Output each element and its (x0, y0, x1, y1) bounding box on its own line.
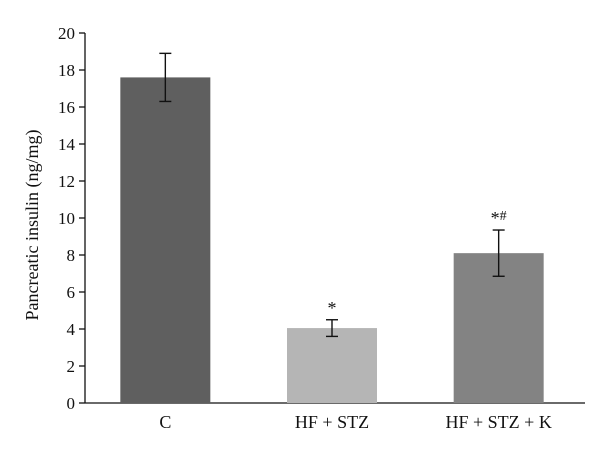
significance-marker-2: * (328, 298, 337, 318)
y-tick-label: 16 (58, 98, 75, 117)
significance-annotations: * *# (328, 208, 507, 318)
x-category-label: C (159, 412, 171, 432)
y-tick-label: 12 (58, 172, 75, 191)
y-axis-title: Pancreatic insulin (ng/mg) (22, 130, 43, 321)
y-ticks: 0 2 4 6 8 10 12 14 16 18 20 (58, 24, 85, 413)
y-tick-label: 18 (58, 61, 75, 80)
y-tick-label: 0 (67, 394, 76, 413)
error-bars (159, 52, 505, 338)
y-tick-label: 2 (67, 357, 76, 376)
y-tick-label: 6 (67, 283, 76, 302)
y-tick-label: 20 (58, 24, 75, 43)
y-tick-label: 4 (67, 320, 76, 339)
y-tick-label: 8 (67, 246, 76, 265)
bar-2 (287, 328, 377, 403)
x-category-label: HF + STZ + K (446, 412, 552, 432)
y-tick-label: 14 (58, 135, 76, 154)
y-tick-label: 10 (58, 209, 75, 228)
bar-3 (453, 253, 544, 403)
x-category-labels: C HF + STZ HF + STZ + K (159, 412, 551, 432)
bars (120, 77, 544, 404)
bar-1 (120, 77, 211, 404)
x-category-label: HF + STZ (295, 412, 369, 432)
significance-marker-3: *# (491, 208, 507, 228)
